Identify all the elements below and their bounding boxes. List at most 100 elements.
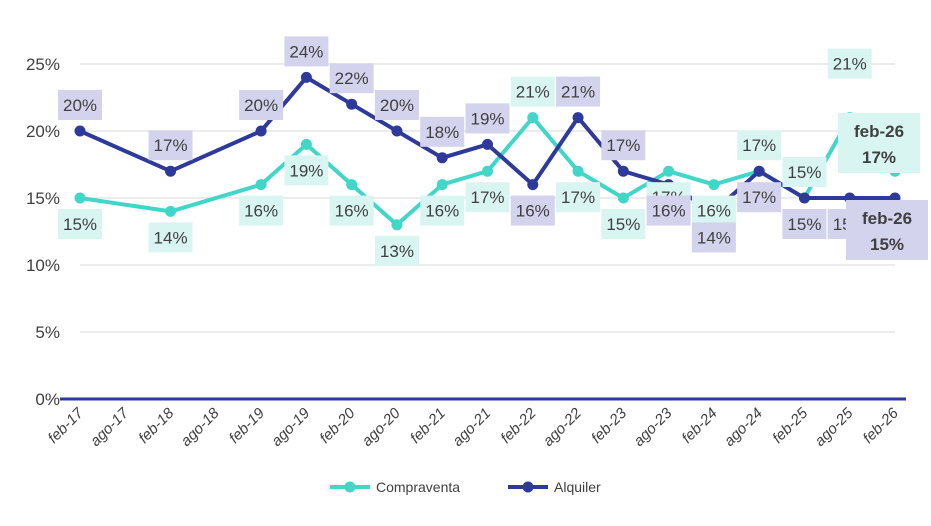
data-label: 20% — [244, 96, 278, 115]
data-label: 19% — [470, 109, 504, 128]
data-label-box — [148, 130, 193, 161]
data-label: 22% — [335, 69, 369, 88]
final-label-date: feb-26 — [854, 122, 904, 141]
legend-swatch-marker — [344, 481, 356, 493]
data-point — [798, 192, 810, 204]
data-point — [74, 125, 86, 137]
data-label-box — [329, 63, 374, 94]
data-label: 20% — [63, 96, 97, 115]
final-label-box — [846, 200, 928, 260]
x-tick-label: feb-17 — [45, 404, 88, 447]
data-label: 15% — [787, 163, 821, 182]
data-label-box — [782, 209, 827, 239]
x-tick-label: ago-18 — [178, 404, 224, 450]
data-label-box — [284, 155, 329, 186]
x-tick-label: feb-24 — [679, 405, 721, 447]
x-tick-label: ago-21 — [449, 405, 494, 450]
x-tick-label: ago-24 — [721, 405, 766, 450]
data-label-box — [58, 209, 102, 239]
data-label-box — [510, 195, 555, 226]
x-tick-label: ago-19 — [268, 404, 314, 450]
data-point — [391, 125, 403, 137]
data-label: 17% — [742, 188, 776, 207]
x-tick-label: ago-20 — [359, 404, 405, 450]
data-point — [255, 179, 267, 191]
y-tick-label: 5% — [35, 323, 60, 342]
data-label: 17% — [561, 188, 595, 207]
data-label-box — [691, 222, 736, 253]
x-tick-label: feb-26 — [860, 404, 903, 447]
data-point — [74, 192, 86, 204]
data-label: 16% — [516, 202, 550, 221]
data-point — [255, 125, 267, 137]
data-label: 16% — [335, 202, 369, 221]
data-label: 20% — [380, 96, 414, 115]
data-point — [572, 112, 584, 124]
data-label: 17% — [154, 136, 188, 155]
final-label-box — [838, 113, 920, 173]
data-label-box — [782, 157, 827, 187]
data-label: 16% — [697, 202, 731, 221]
data-label: 15% — [787, 215, 821, 234]
data-label: 16% — [244, 202, 278, 221]
data-point — [753, 165, 765, 177]
data-label: 16% — [425, 202, 459, 221]
data-point — [617, 165, 629, 177]
data-label: 16% — [652, 202, 686, 221]
data-label: 14% — [697, 228, 731, 247]
data-label-box — [284, 36, 329, 67]
data-point — [527, 112, 539, 124]
legend-label: Alquiler — [554, 479, 601, 495]
x-tick-label: feb-18 — [135, 404, 178, 447]
data-point — [663, 165, 675, 177]
data-label-box — [148, 222, 193, 253]
y-tick-label: 0% — [35, 390, 60, 409]
data-point — [617, 192, 629, 204]
data-label-box — [827, 48, 872, 79]
data-label: 24% — [289, 42, 323, 61]
data-label-box — [601, 130, 646, 161]
y-tick-label: 25% — [26, 55, 60, 74]
data-point — [527, 179, 539, 191]
data-point — [572, 165, 584, 177]
data-label-box — [510, 76, 555, 107]
x-tick-label: feb-25 — [769, 404, 812, 447]
data-label-box — [737, 182, 782, 213]
data-label-box — [239, 90, 284, 120]
x-tick-label: feb-20 — [316, 404, 359, 447]
data-label: 17% — [606, 136, 640, 155]
data-label-box — [556, 182, 601, 213]
data-label-box — [420, 195, 465, 226]
data-label-box — [601, 209, 646, 239]
data-label: 17% — [470, 188, 504, 207]
x-tick-label: ago-25 — [811, 404, 857, 450]
data-point — [300, 138, 312, 150]
data-label-box — [374, 235, 419, 266]
x-tick-label: feb-19 — [226, 404, 269, 447]
data-point — [436, 152, 448, 164]
final-label-date: feb-26 — [862, 209, 912, 228]
data-point — [482, 138, 493, 150]
final-label-value: 15% — [870, 235, 904, 254]
data-point — [300, 71, 312, 83]
data-label: 17% — [742, 136, 776, 155]
legend-label: Compraventa — [376, 479, 460, 495]
data-label-box — [329, 195, 374, 226]
final-label-value: 17% — [862, 148, 896, 167]
data-label: 21% — [516, 83, 550, 102]
data-label: 19% — [289, 161, 323, 180]
data-label: 13% — [380, 242, 414, 261]
data-label-box — [420, 116, 465, 147]
data-label: 21% — [833, 55, 867, 74]
data-label: 18% — [425, 123, 459, 142]
x-tick-label: feb-21 — [407, 405, 449, 447]
data-point — [482, 165, 493, 177]
y-tick-label: 20% — [26, 122, 60, 141]
x-tick-label: feb-22 — [498, 404, 541, 447]
data-point — [436, 179, 448, 191]
legend-swatch-marker — [522, 481, 534, 493]
y-tick-label: 15% — [26, 189, 60, 208]
x-tick-label: ago-23 — [630, 404, 676, 450]
data-point — [346, 98, 358, 110]
